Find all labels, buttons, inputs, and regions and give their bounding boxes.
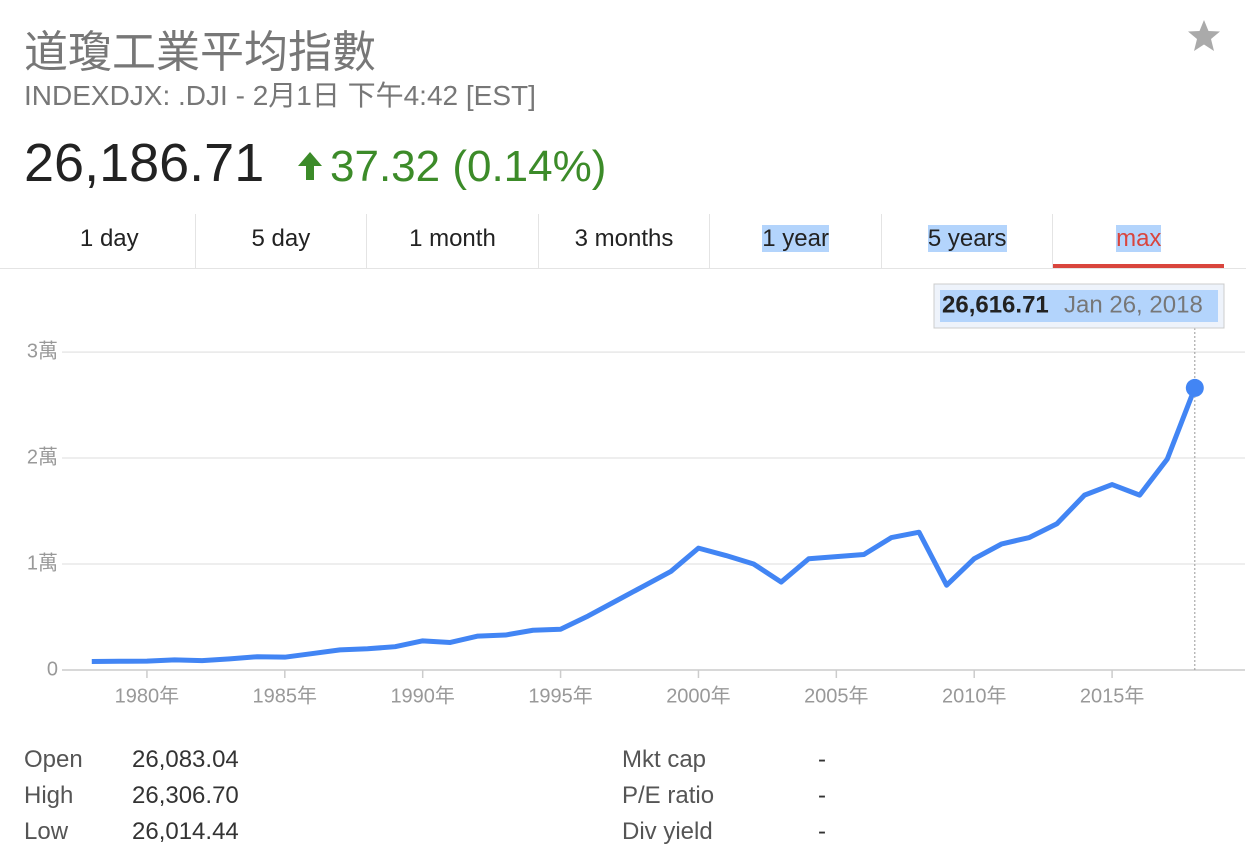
x-tick-label: 1985年 xyxy=(253,684,318,707)
tab-label: 1 year xyxy=(762,225,829,252)
title: 道瓊工業平均指數 xyxy=(24,28,376,77)
tab[interactable]: 3 months xyxy=(539,214,711,268)
stat-value: - xyxy=(818,818,826,845)
stat-label: P/E ratio xyxy=(622,782,715,809)
tooltip-date: Jan 26, 2018 xyxy=(1064,291,1203,318)
stat-label: Open xyxy=(24,746,83,773)
price-line xyxy=(91,387,1198,665)
price: 26,186.71 xyxy=(24,133,265,193)
tab-label: 3 months xyxy=(574,225,674,252)
tooltip-highlight xyxy=(940,290,1218,322)
tab-label: max xyxy=(1116,225,1162,252)
stat-label: Low xyxy=(24,818,69,845)
x-tick-label: 2010年 xyxy=(942,684,1007,707)
x-tick-label: 2015年 xyxy=(1080,684,1145,707)
x-tick-label: 2005年 xyxy=(804,684,869,707)
y-tick-label: 2萬 xyxy=(27,445,58,468)
stat-value: 26,083.04 xyxy=(132,746,239,773)
divider xyxy=(0,268,1246,269)
y-tick-label: 1萬 xyxy=(27,551,58,574)
hover-dot xyxy=(1185,378,1204,397)
y-tick-label: 3萬 xyxy=(27,339,58,362)
chart: 0 1萬 2萬 3萬 1980年 1985年 1990年 1995年 2000年 2005年 201… xyxy=(27,283,1245,707)
tab[interactable]: 1 year xyxy=(710,214,882,268)
tooltip-value: 26,616.71 xyxy=(942,291,1049,318)
x-tick-label: 1990年 xyxy=(390,684,455,707)
change: 37.32 (0.14%) xyxy=(330,142,607,191)
tab[interactable]: 1 day xyxy=(24,214,196,268)
tab-label: 5 years xyxy=(927,225,1007,252)
tab[interactable]: 1 month xyxy=(367,214,539,268)
tab-label: 5 day xyxy=(251,225,311,252)
stat-value: 26,306.70 xyxy=(132,782,239,809)
x-tick-label: 1995年 xyxy=(528,684,593,707)
y-tick-label: 0 xyxy=(47,658,58,680)
stat-value: - xyxy=(818,782,826,809)
tab-bar: 1 day 5 day 1 month 3 months 1 year 5 years ma… xyxy=(24,214,1225,268)
stat-value: - xyxy=(818,746,826,773)
stat-label: Div yield xyxy=(622,818,713,845)
tab-label: 1 day xyxy=(79,225,139,252)
tab[interactable]: 5 years xyxy=(882,214,1054,268)
tab-label: 1 month xyxy=(409,225,496,252)
x-tick-label: 1980年 xyxy=(115,684,180,707)
tab[interactable]: 5 day xyxy=(196,214,368,268)
stat-value: 26,014.44 xyxy=(132,818,239,845)
tab[interactable]: max xyxy=(1053,214,1225,268)
x-tick-label: 2000年 xyxy=(666,684,731,707)
subtitle: INDEXDJX: .DJI - 2月1日 下午4:42 [EST] xyxy=(24,80,536,111)
star-button[interactable] xyxy=(1186,18,1222,54)
stat-label: High xyxy=(24,782,74,809)
up-arrow xyxy=(298,152,322,180)
stat-label: Mkt cap xyxy=(622,746,707,773)
